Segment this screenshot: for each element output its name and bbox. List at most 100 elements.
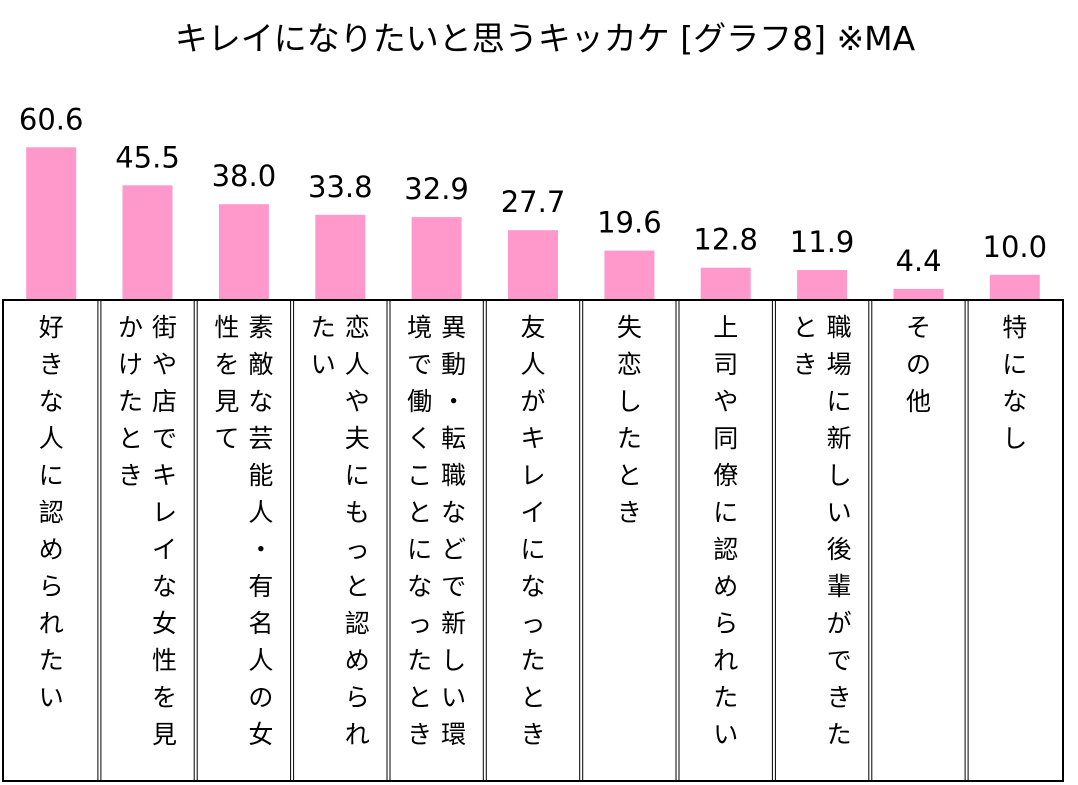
category-char: 恋 — [345, 313, 370, 342]
category-char: 後 — [827, 535, 852, 564]
category-char: に — [39, 461, 64, 490]
category-char: 働 — [407, 387, 432, 416]
category-char: が — [520, 387, 545, 416]
category-char: 新 — [441, 609, 466, 638]
category-table: 好きな人に認められたい街や店でキレイな女性を見かけたとき素敵な芸能人・有名人の女… — [2, 299, 1064, 782]
category-char: を — [152, 683, 177, 712]
category-char: か — [118, 313, 143, 342]
category-char: け — [118, 350, 143, 379]
value-label-cat-9: 11.9 — [790, 225, 855, 259]
category-char: の — [906, 350, 931, 379]
value-label-cat-10: 4.4 — [895, 244, 941, 278]
category-char: 性 — [214, 313, 239, 342]
category-char: 新 — [827, 424, 852, 453]
category-char: そ — [906, 313, 931, 342]
category-char: く — [407, 424, 432, 453]
category-char: 夫 — [345, 424, 370, 453]
category-char: れ — [713, 646, 738, 675]
bar-cat-11 — [989, 274, 1040, 300]
category-char: こ — [407, 461, 432, 490]
category-char: や — [152, 350, 177, 379]
category-char: き — [520, 720, 545, 749]
category-char: め — [713, 572, 738, 601]
category-char: き — [39, 350, 64, 379]
category-char: 見 — [214, 387, 239, 416]
category-char: と — [793, 313, 818, 342]
value-label-cat-4: 33.8 — [308, 170, 373, 204]
category-char: 認 — [713, 535, 738, 564]
category-char: っ — [345, 535, 370, 564]
category-char: し — [441, 646, 466, 675]
category-char: た — [311, 313, 336, 342]
bar-cat-8 — [700, 267, 751, 300]
bar-cat-10 — [893, 288, 944, 300]
value-label-cat-1: 60.6 — [19, 102, 84, 136]
category-char: も — [345, 498, 370, 527]
category-char: 見 — [152, 720, 177, 749]
category-char: ・ — [441, 387, 466, 416]
category-char: レ — [520, 461, 545, 490]
category-char: に — [713, 498, 738, 527]
category-char: い — [827, 498, 852, 527]
bar-cat-4 — [315, 214, 366, 300]
bar-cat-2 — [122, 185, 173, 300]
category-char: と — [345, 572, 370, 601]
category-char: 人 — [39, 424, 64, 453]
category-char: い — [39, 683, 64, 712]
category-char: 人 — [520, 350, 545, 379]
category-char: っ — [520, 609, 545, 638]
category-char: イ — [152, 535, 177, 564]
category-char: な — [152, 572, 177, 601]
value-label-cat-2: 45.5 — [115, 140, 180, 174]
category-char: 認 — [345, 609, 370, 638]
category-char: い — [713, 720, 738, 749]
category-char: き — [118, 461, 143, 490]
category-char: の — [248, 683, 273, 712]
category-char: 性 — [152, 646, 177, 675]
category-char: め — [345, 646, 370, 675]
value-label-cat-5: 32.9 — [404, 172, 469, 206]
category-char: で — [827, 646, 852, 675]
category-char: な — [39, 387, 64, 416]
category-char: に — [1002, 350, 1027, 379]
value-label-cat-11: 10.0 — [983, 230, 1048, 264]
category-char: 異 — [441, 313, 466, 342]
category-char: 女 — [248, 720, 273, 749]
category-char: 司 — [713, 350, 738, 379]
category-char: 境 — [407, 313, 432, 342]
category-char: し — [1002, 424, 1027, 453]
bar-cat-1 — [26, 147, 77, 300]
category-label-cat-10: その他 — [906, 313, 931, 416]
category-char: い — [441, 683, 466, 712]
category-char: 店 — [152, 387, 177, 416]
value-label-cat-7: 19.6 — [597, 206, 662, 240]
category-char: 同 — [713, 424, 738, 453]
category-char: 人 — [248, 646, 273, 675]
value-label-cat-3: 38.0 — [212, 159, 277, 193]
category-char: 職 — [441, 461, 466, 490]
category-char: ど — [441, 535, 466, 564]
category-char: と — [407, 683, 432, 712]
bar-cat-3 — [218, 204, 269, 300]
category-char: き — [617, 498, 642, 527]
category-char: に — [407, 535, 432, 564]
category-char: ら — [713, 609, 738, 638]
category-char: 輩 — [827, 572, 852, 601]
category-char: キ — [520, 424, 545, 453]
category-char: た — [407, 646, 432, 675]
category-char: で — [407, 350, 432, 379]
category-char: に — [345, 461, 370, 490]
bar-cat-5 — [411, 217, 462, 300]
category-char: き — [827, 683, 852, 712]
category-char: 特 — [1002, 313, 1027, 342]
category-char: 上 — [713, 313, 738, 342]
value-label-cat-6: 27.7 — [501, 185, 566, 219]
category-char: 他 — [906, 387, 931, 416]
category-char: ・ — [248, 535, 273, 564]
table-border — [2, 299, 1064, 782]
bar-cat-6 — [508, 230, 558, 300]
